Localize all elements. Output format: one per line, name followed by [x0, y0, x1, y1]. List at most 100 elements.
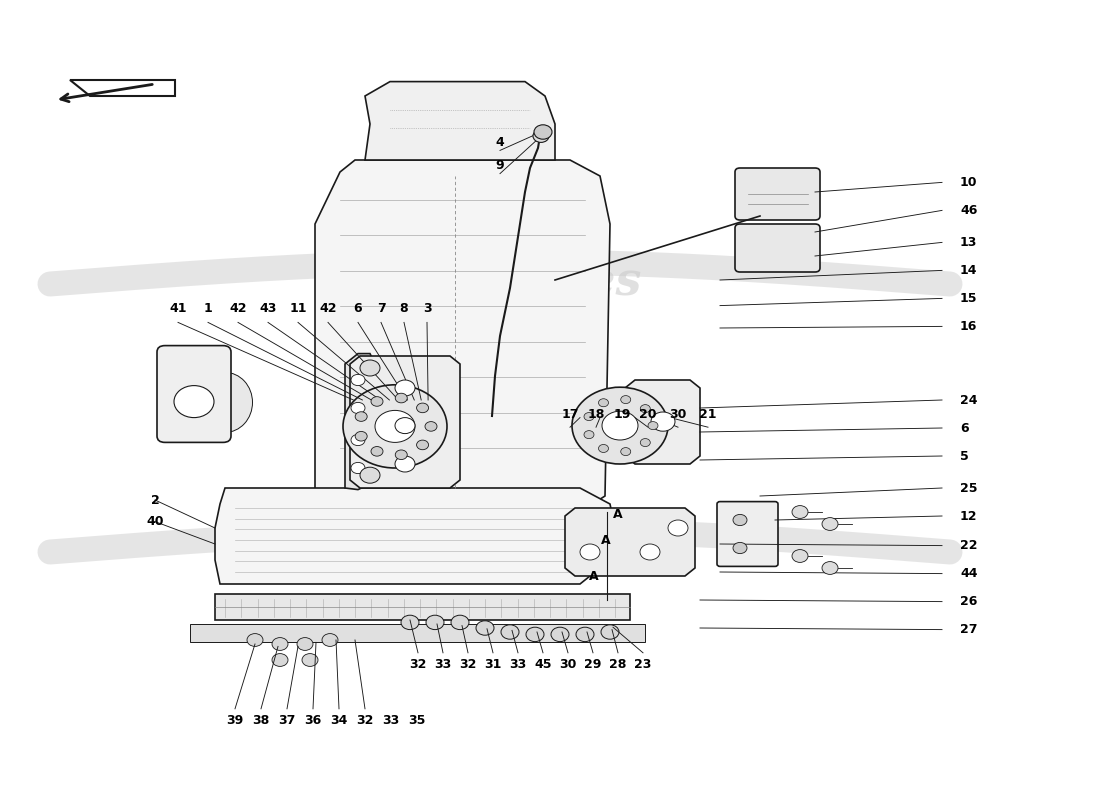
- Text: 44: 44: [960, 567, 978, 580]
- Circle shape: [584, 430, 594, 438]
- Circle shape: [351, 374, 365, 386]
- Text: 33: 33: [434, 658, 452, 670]
- Circle shape: [792, 506, 808, 518]
- Text: 25: 25: [960, 482, 978, 494]
- Circle shape: [272, 638, 288, 650]
- Text: 11: 11: [289, 302, 307, 314]
- Text: 28: 28: [609, 658, 627, 670]
- Circle shape: [822, 562, 838, 574]
- Circle shape: [476, 621, 494, 635]
- Text: 2: 2: [151, 494, 160, 506]
- Polygon shape: [315, 160, 610, 512]
- Text: 21: 21: [700, 408, 717, 421]
- Circle shape: [371, 397, 383, 406]
- Circle shape: [576, 627, 594, 642]
- FancyBboxPatch shape: [717, 502, 778, 566]
- Circle shape: [302, 654, 318, 666]
- Circle shape: [601, 625, 619, 639]
- Circle shape: [620, 447, 630, 455]
- Polygon shape: [365, 82, 556, 160]
- Circle shape: [598, 445, 608, 453]
- Circle shape: [371, 446, 383, 456]
- Circle shape: [640, 544, 660, 560]
- Circle shape: [534, 130, 549, 142]
- Circle shape: [598, 398, 608, 406]
- Circle shape: [174, 386, 214, 418]
- Text: 14: 14: [960, 264, 978, 277]
- Text: 23: 23: [635, 658, 651, 670]
- Text: 32: 32: [460, 658, 476, 670]
- Circle shape: [395, 418, 415, 434]
- Text: 5: 5: [960, 450, 969, 462]
- Text: 32: 32: [409, 658, 427, 670]
- Text: 13: 13: [960, 236, 978, 249]
- Circle shape: [651, 412, 675, 431]
- Circle shape: [360, 467, 379, 483]
- Polygon shape: [565, 508, 695, 576]
- Text: 4: 4: [496, 136, 505, 149]
- Text: 39: 39: [227, 714, 243, 726]
- Text: 3: 3: [422, 302, 431, 314]
- Text: 18: 18: [587, 408, 605, 421]
- Polygon shape: [625, 380, 700, 464]
- Text: 35: 35: [408, 714, 426, 726]
- Text: 16: 16: [960, 320, 978, 333]
- Text: 41: 41: [169, 302, 187, 314]
- Text: 1: 1: [204, 302, 212, 314]
- Text: 6: 6: [960, 422, 969, 434]
- FancyBboxPatch shape: [214, 594, 630, 620]
- Circle shape: [297, 638, 313, 650]
- Text: 46: 46: [960, 204, 978, 217]
- Text: A: A: [613, 508, 623, 521]
- Text: 17: 17: [561, 408, 579, 421]
- Circle shape: [526, 627, 544, 642]
- Text: 38: 38: [252, 714, 270, 726]
- FancyBboxPatch shape: [735, 168, 820, 220]
- Circle shape: [395, 394, 407, 403]
- FancyBboxPatch shape: [190, 624, 645, 642]
- Text: 9: 9: [496, 159, 504, 172]
- Text: eurospares: eurospares: [358, 526, 642, 573]
- Text: 24: 24: [960, 394, 978, 406]
- Text: 31: 31: [484, 658, 502, 670]
- Text: A: A: [590, 570, 598, 582]
- Polygon shape: [70, 80, 175, 96]
- Text: 36: 36: [305, 714, 321, 726]
- Circle shape: [272, 654, 288, 666]
- Text: 22: 22: [960, 539, 978, 552]
- Circle shape: [648, 422, 658, 430]
- Circle shape: [733, 514, 747, 526]
- Text: 42: 42: [229, 302, 246, 314]
- Text: 8: 8: [399, 302, 408, 314]
- Text: 20: 20: [639, 408, 657, 421]
- Circle shape: [668, 520, 688, 536]
- Circle shape: [733, 542, 747, 554]
- Circle shape: [640, 438, 650, 446]
- Circle shape: [602, 411, 638, 440]
- Circle shape: [375, 410, 415, 442]
- Text: 34: 34: [330, 714, 348, 726]
- Circle shape: [792, 550, 808, 562]
- Circle shape: [351, 402, 365, 414]
- Circle shape: [822, 518, 838, 530]
- Circle shape: [620, 396, 630, 404]
- Text: 29: 29: [584, 658, 602, 670]
- Polygon shape: [350, 356, 460, 488]
- Circle shape: [322, 634, 338, 646]
- Circle shape: [360, 360, 379, 376]
- Text: 19: 19: [614, 408, 630, 421]
- Text: 15: 15: [960, 292, 978, 305]
- Circle shape: [248, 634, 263, 646]
- Circle shape: [395, 456, 415, 472]
- Circle shape: [355, 412, 367, 422]
- Circle shape: [402, 615, 419, 630]
- Text: 40: 40: [146, 515, 164, 528]
- Text: 33: 33: [509, 658, 527, 670]
- Circle shape: [355, 431, 367, 441]
- Text: 30: 30: [559, 658, 576, 670]
- Text: 45: 45: [535, 658, 552, 670]
- Text: 43: 43: [260, 302, 277, 314]
- Circle shape: [551, 627, 569, 642]
- Circle shape: [417, 403, 429, 413]
- Text: eurospares: eurospares: [358, 258, 642, 305]
